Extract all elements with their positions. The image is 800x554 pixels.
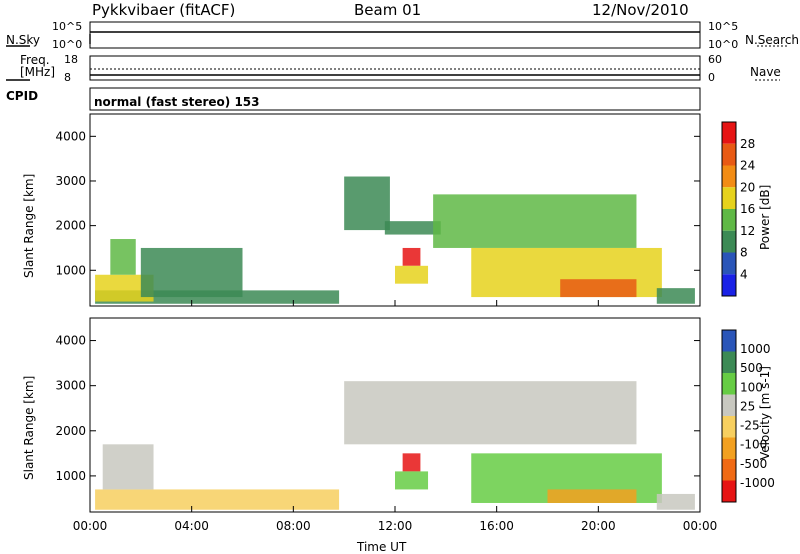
power-colorbar-cell — [722, 230, 736, 253]
nsearch-tick-low: 10^0 — [708, 38, 739, 51]
nsearch-label: N.Search — [745, 33, 800, 47]
velocity-echo-region — [656, 493, 695, 510]
velocity-colorbar-cell — [722, 394, 736, 416]
nave-tick-high: 60 — [708, 53, 722, 66]
velocity-colorbar-tick: 100 — [740, 380, 763, 394]
power-colorbar-cell — [722, 274, 736, 296]
time-tick-label: 16:00 — [479, 519, 514, 533]
power-echo-region — [656, 288, 695, 304]
nsky-panel-frame — [89, 21, 701, 49]
freq-label-1: Freq. — [20, 53, 50, 67]
power-colorbar-cell — [722, 165, 736, 188]
power-ytick-label: 1000 — [55, 263, 86, 277]
velocity-colorbar-frame — [721, 329, 737, 503]
power-ytick-label: 2000 — [55, 219, 86, 233]
power-colorbar-tick: 24 — [740, 159, 755, 173]
power-echo-region — [402, 247, 421, 266]
velocity-ytick-label: 3000 — [55, 379, 86, 393]
time-tick-label: 12:00 — [378, 519, 413, 533]
velocity-echo-region — [344, 381, 637, 445]
velocity-ytick-label: 2000 — [55, 424, 86, 438]
velocity-colorbar-tick: 25 — [740, 399, 755, 413]
power-colorbar-cell — [722, 122, 736, 144]
power-colorbar-cell — [722, 187, 736, 209]
nsky-tick-high: 10^5 — [52, 20, 83, 33]
velocity-echo-region — [402, 453, 421, 472]
nsky-tick-low: 10^0 — [52, 38, 83, 51]
power-echo-region — [560, 279, 637, 298]
power-colorbar-tick: 16 — [740, 202, 755, 216]
date-title: 12/Nov/2010 — [592, 1, 689, 19]
power-ytick-label: 3000 — [55, 174, 86, 188]
velocity-colorbar-tick: -25 — [740, 419, 760, 433]
nave-label: Nave — [750, 65, 781, 79]
time-tick-label: 00:00 — [73, 519, 108, 533]
velocity-colorbar-tick: 1000 — [740, 342, 771, 356]
power-colorbar-cell — [722, 252, 736, 275]
nave-tick-low: 0 — [708, 71, 715, 84]
power-echo-region — [110, 239, 136, 275]
power-colorbar-cell — [722, 209, 736, 231]
power-ytick-label: 4000 — [55, 129, 86, 143]
velocity-colorbar-tick: 500 — [740, 361, 763, 375]
velocity-echo-region — [395, 471, 429, 490]
velocity-echo-region — [547, 489, 637, 503]
nsky-label: N.Sky — [6, 33, 41, 47]
power-echo-region — [344, 176, 390, 231]
velocity-colorbar-cell — [722, 437, 736, 459]
freq-tick-low: 8 — [64, 71, 71, 84]
power-echo-region — [140, 247, 243, 298]
power-echo-region — [395, 265, 429, 284]
velocity-colorbar-tick: -500 — [740, 457, 767, 471]
velocity-colorbar-cell — [722, 330, 736, 352]
velocity-colorbar-cell — [722, 459, 736, 481]
beam-title: Beam 01 — [354, 1, 422, 19]
cpid-text: normal (fast stereo) 153 — [94, 95, 260, 109]
freq-tick-high: 18 — [64, 53, 78, 66]
power-colorbar-tick: 20 — [740, 180, 755, 194]
nsearch-tick-high: 10^5 — [708, 20, 739, 33]
velocity-colorbar-cell — [722, 373, 736, 395]
power-colorbar-cell — [722, 143, 736, 166]
time-tick-label: 04:00 — [174, 519, 209, 533]
power-colorbar-tick: 4 — [740, 267, 748, 281]
velocity-colorbar-tick: -100 — [740, 438, 767, 452]
cpid-label: CPID — [6, 89, 39, 103]
velocity-ytick-label: 4000 — [55, 334, 86, 348]
time-tick-label: 08:00 — [276, 519, 311, 533]
station-title: Pykkvibaer (fitACF) — [92, 1, 236, 19]
freq-label-2: [MHz] — [20, 65, 56, 79]
velocity-colorbar-cell — [722, 416, 736, 438]
velocity-colorbar-cell — [722, 480, 736, 502]
time-tick-label: 00:00 — [683, 519, 718, 533]
velocity-colorbar-cell — [722, 351, 736, 373]
power-colorbar-tick: 8 — [740, 246, 748, 260]
freq-panel-frame — [89, 55, 701, 81]
velocity-colorbar-tick: -1000 — [740, 476, 775, 490]
velocity-echo-region — [95, 489, 340, 510]
power-echo-region — [433, 194, 637, 248]
power-colorbar-tick: 28 — [740, 137, 755, 151]
power-colorbar-frame — [721, 121, 737, 297]
velocity-echo-region — [102, 444, 154, 490]
power-colorbar-tick: 12 — [740, 224, 755, 238]
time-tick-label: 20:00 — [581, 519, 616, 533]
cpid-panel-frame — [89, 87, 701, 111]
xlabel: Time UT — [357, 540, 407, 554]
velocity-ytick-label: 1000 — [55, 469, 86, 483]
power-echo-region — [384, 221, 441, 235]
